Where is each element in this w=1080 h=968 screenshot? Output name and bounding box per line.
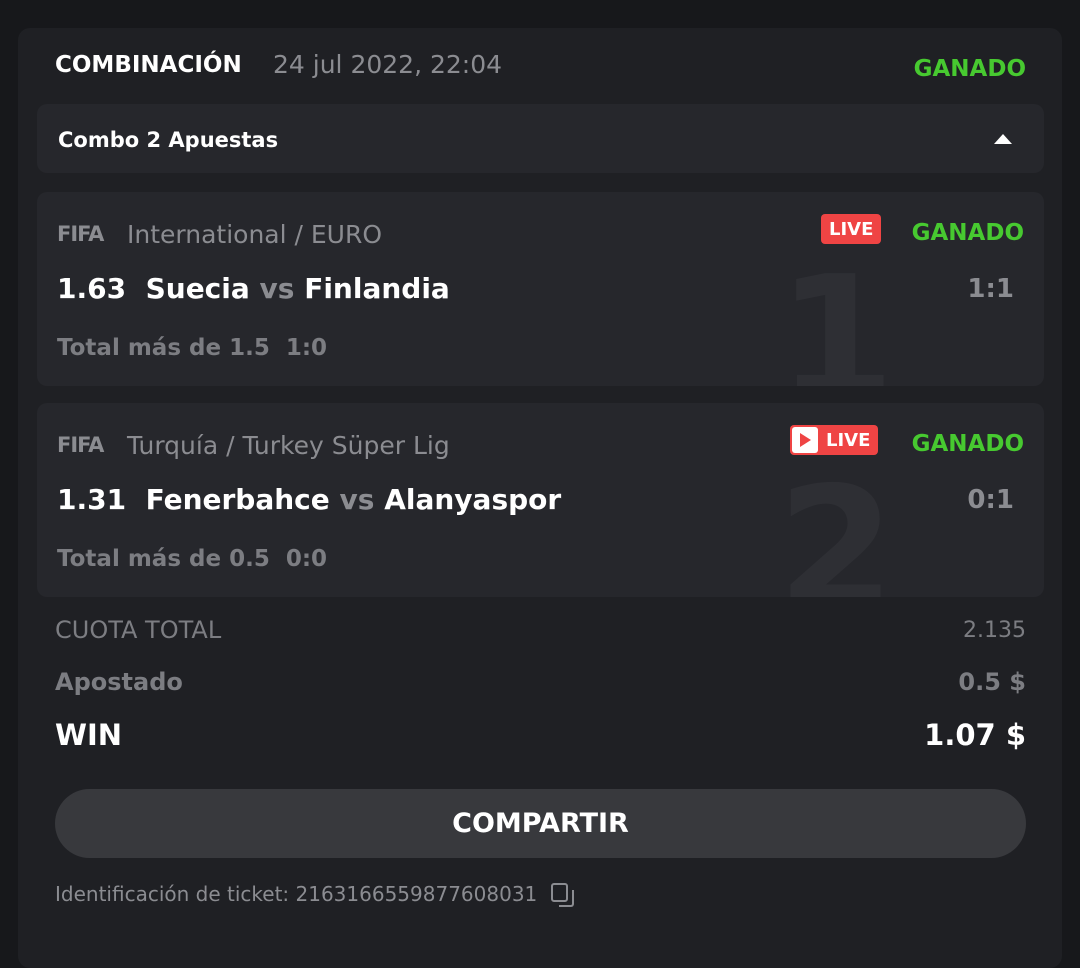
fifa-icon: FIFA [57, 222, 104, 246]
combo-toggle[interactable]: Combo 2 Apuestas [37, 104, 1044, 173]
stake-label: Apostado [55, 668, 183, 696]
fifa-icon: FIFA [57, 433, 104, 457]
market-score: 0:0 [285, 546, 328, 572]
leg-index: 2 [777, 451, 896, 597]
bet-leg: 2 FIFA Turquía / Turkey Süper Lig LIVE G… [37, 403, 1044, 597]
leg-status: GANADO [911, 431, 1024, 457]
share-button[interactable]: COMPARTIR [55, 789, 1026, 858]
league: Turquía / Turkey Süper Lig [127, 431, 450, 460]
odds: 1.63 [57, 272, 127, 305]
total-odds: 2.135 [963, 618, 1026, 643]
ticket-id: Identificación de ticket: 21631665598776… [55, 882, 575, 907]
win-label: WIN [55, 718, 123, 752]
bet-status: GANADO [913, 56, 1026, 82]
ticket-id-label: Identificación de ticket: 21631665598776… [55, 882, 538, 906]
bet-card: COMBINACIÓN 24 jul 2022, 22:04 GANADO Co… [18, 28, 1062, 968]
away-team: Finlandia [304, 272, 450, 305]
live-badge: LIVE [821, 214, 882, 244]
copy-icon[interactable] [551, 883, 575, 907]
market-score: 1:0 [285, 335, 328, 361]
win-amount: 1.07 $ [924, 718, 1026, 752]
away-team: Alanyaspor [384, 483, 562, 516]
live-badge[interactable]: LIVE [790, 425, 879, 455]
live-label: LIVE [829, 218, 874, 240]
odds: 1.31 [57, 483, 127, 516]
vs: vs [259, 272, 295, 305]
home-team: Suecia [145, 272, 250, 305]
market: Total más de 0.5 0:0 [57, 546, 327, 572]
match: 1.31 Fenerbahce vs Alanyaspor [57, 483, 561, 516]
league: International / EURO [127, 220, 383, 249]
play-icon [792, 427, 818, 453]
score: 0:1 [967, 485, 1014, 515]
bet-leg: 1 FIFA International / EURO LIVE GANADO … [37, 192, 1044, 386]
total-odds-label: CUOTA TOTAL [55, 616, 222, 644]
bet-date: 24 jul 2022, 22:04 [273, 50, 503, 79]
score: 1:1 [967, 274, 1014, 304]
home-team: Fenerbahce [145, 483, 330, 516]
market: Total más de 1.5 1:0 [57, 335, 327, 361]
vs: vs [339, 483, 375, 516]
match: 1.63 Suecia vs Finlandia [57, 272, 450, 305]
leg-status: GANADO [911, 220, 1024, 246]
bet-type: COMBINACIÓN [55, 52, 242, 78]
market-label: Total más de 1.5 [57, 335, 270, 361]
market-label: Total más de 0.5 [57, 546, 270, 572]
live-label: LIVE [826, 429, 871, 451]
caret-up-icon [994, 134, 1012, 144]
leg-index: 1 [777, 240, 896, 386]
combo-label: Combo 2 Apuestas [58, 128, 279, 152]
stake: 0.5 $ [958, 668, 1026, 696]
